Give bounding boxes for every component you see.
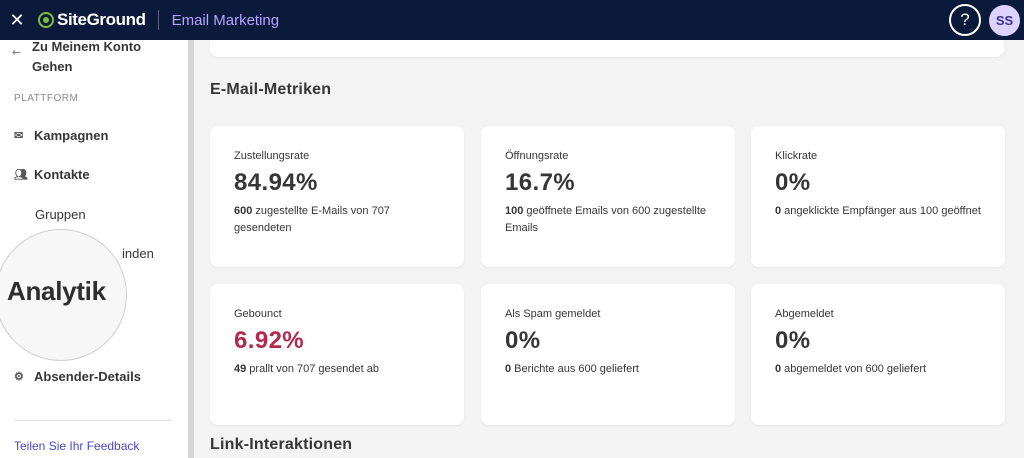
metric-count: 600 [234,205,253,217]
link-interactions-title: Link-Interaktionen [210,436,353,453]
metric-description-text: abgemeldet von 600 geliefert [781,363,927,375]
metric-label: Öffnungsrate [505,150,569,162]
close-icon[interactable]: ✕ [9,9,25,31]
sidebar-subitem-groups[interactable]: Gruppen [35,207,86,222]
sidebar-item-label: Kontakte [34,167,90,182]
metric-label: Gebounct [234,308,282,320]
sidebar-subitem-partial[interactable]: inden [122,246,154,261]
header-divider [157,10,159,30]
metric-description: 100 geöffnete Emails von 600 zugestellte… [505,203,720,237]
mail-icon: ✉ [14,130,24,142]
sidebar-item-contacts[interactable]: 👥︎ Kontakte [14,167,90,182]
sidebar-scrollbar[interactable] [188,40,194,458]
zoom-magnifier [0,229,127,361]
metric-description: 0 angeklickte Empfänger aus 100 geöffnet [775,203,990,220]
metric-value: 0% [505,327,541,354]
metric-value: 0% [775,169,811,196]
feedback-link[interactable]: Teilen Sie Ihr Feedback [14,439,140,453]
top-bar: ✕ SiteGround Email Marketing ? SS [0,0,1024,40]
sidebar-item-label: Kampagnen [34,128,109,143]
metric-description: 49 prallt von 707 gesendet ab [234,361,449,378]
siteground-logo-icon [38,12,54,28]
sidebar-item-label: Absender-Details [34,369,141,384]
metric-value: 6.92% [234,327,305,354]
metric-label: Abgemeldet [775,308,834,320]
user-avatar[interactable]: SS [989,4,1020,36]
metric-card-bounced: Gebounct 6.92% 49 prallt von 707 gesende… [210,284,464,425]
metric-count: 100 [505,205,524,217]
sidebar-item-analytics-zoomed[interactable]: Analytik [7,276,106,306]
metric-value: 16.7% [505,169,576,196]
metric-card-click-rate: Klickrate 0% 0 angeklickte Empfänger aus… [751,126,1005,267]
metric-value: 0% [775,327,811,354]
help-button[interactable]: ? [949,4,981,36]
sidebar-item-sender-details[interactable]: ⚙ Absender-Details [14,369,141,384]
metric-value: 84.94% [234,169,318,196]
sidebar: ← Zu Meinem Konto Gehen PLATTFORM ✉ Kamp… [0,40,188,458]
metric-count: 49 [234,363,247,375]
arrow-left-icon: ← [12,46,22,59]
metric-label: Klickrate [775,150,818,162]
section-label-platform: PLATTFORM [14,93,79,104]
metric-description-text: zugestellte E-Mails von 707 gesendeten [234,205,390,234]
previous-card [210,40,1004,57]
metric-card-delivery-rate: Zustellungsrate 84.94% 600 zugestellte E… [210,126,464,267]
metric-card-unsubscribed: Abgemeldet 0% 0 abgemeldet von 600 gelie… [751,284,1005,425]
sidebar-divider [14,420,172,421]
back-to-account-link[interactable]: ← Zu Meinem Konto Gehen [12,40,172,77]
metric-label: Zustellungsrate [234,150,310,162]
metric-description: 0 Berichte aus 600 geliefert [505,361,720,378]
metrics-section-title: E-Mail-Metriken [210,81,332,98]
product-name: Email Marketing [171,11,280,29]
back-to-account-label: Zu Meinem Konto Gehen [32,40,142,74]
metric-description-text: prallt von 707 gesendet ab [246,363,379,375]
brand-name: SiteGround [57,10,146,29]
gear-icon: ⚙ [14,371,24,383]
metric-label: Als Spam gemeldet [505,308,601,320]
sidebar-item-campaigns[interactable]: ✉ Kampagnen [14,128,108,143]
metric-description-text: angeklickte Empfänger aus 100 geöffnet [781,205,981,217]
metric-card-spam-reported: Als Spam gemeldet 0% 0 Berichte aus 600 … [481,284,735,425]
main-content: E-Mail-Metriken Zustellungsrate 84.94% 6… [194,40,1024,458]
metric-description: 0 abgemeldet von 600 geliefert [775,361,990,378]
users-icon: 👥︎ [14,169,28,181]
metric-description-text: Berichte aus 600 geliefert [511,363,639,375]
metric-card-open-rate: Öffnungsrate 16.7% 100 geöffnete Emails … [481,126,735,267]
metric-description: 600 zugestellte E-Mails von 707 gesendet… [234,203,449,237]
metric-description-text: geöffnete Emails von 600 zugestellte Ema… [505,205,706,234]
metric-count: 0 [775,205,782,217]
siteground-logo[interactable]: SiteGround [38,10,146,30]
metric-count: 0 [775,363,782,375]
metric-count: 0 [505,363,512,375]
